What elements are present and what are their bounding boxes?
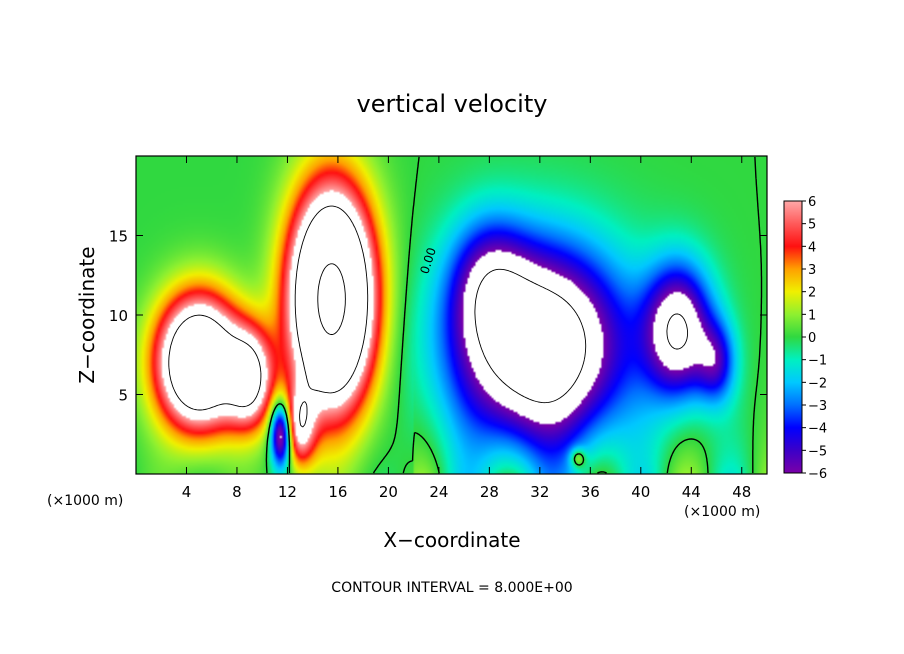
colorbar-ticks: 6 5 4 3 2 1 0 −1 −2 −3 −4 −5 −6 bbox=[802, 195, 827, 482]
contour-lines bbox=[168, 156, 763, 474]
colorbar-strip bbox=[783, 200, 803, 474]
colorbar-tick-label: 6 bbox=[808, 195, 816, 210]
x-tick-label: 36 bbox=[581, 483, 600, 501]
colorbar-tick-label: −4 bbox=[808, 422, 827, 437]
x-unit-label-left: (×1000 m) bbox=[47, 493, 123, 509]
y-tick-label: 15 bbox=[109, 228, 128, 246]
contour-level-16 bbox=[317, 263, 346, 335]
colorbar-tick-label: −1 bbox=[808, 354, 827, 369]
colorbar-tick-label: 5 bbox=[808, 218, 816, 233]
x-tick-label: 16 bbox=[328, 483, 347, 501]
x-tick-label: 44 bbox=[682, 483, 701, 501]
x-tick-label: 28 bbox=[480, 483, 499, 501]
heatmap-field bbox=[136, 156, 767, 474]
x-tick-label: 32 bbox=[530, 483, 549, 501]
contour-level-neg8 bbox=[474, 268, 689, 404]
y-axis-label: Z−coordinate bbox=[75, 246, 99, 383]
x-tick-label: 20 bbox=[379, 483, 398, 501]
y-tick-label: 10 bbox=[109, 307, 128, 325]
contour-interval-note: CONTOUR INTERVAL = 8.000E+00 bbox=[331, 580, 572, 596]
colorbar-tick-label: 3 bbox=[808, 263, 816, 278]
colorbar-tick-label: 1 bbox=[808, 308, 816, 323]
x-tick-label: 40 bbox=[631, 483, 650, 501]
x-tick-label: 48 bbox=[732, 483, 751, 501]
chart-title: vertical velocity bbox=[357, 90, 548, 118]
x-axis-ticks: 4 8 12 16 20 24 28 32 36 40 44 48 bbox=[182, 156, 751, 501]
x-tick-label: 12 bbox=[278, 483, 297, 501]
colorbar-tick-label: −2 bbox=[808, 376, 827, 391]
y-axis-ticks: 5 10 15 bbox=[109, 228, 767, 405]
x-axis-label: X−coordinate bbox=[383, 528, 520, 552]
colorbar: 6 5 4 3 2 1 0 −1 −2 −3 −4 −5 −6 bbox=[783, 195, 827, 482]
contour-level-8 bbox=[168, 205, 369, 428]
colorbar-tick-label: −5 bbox=[808, 444, 827, 459]
colorbar-tick-label: −3 bbox=[808, 399, 827, 414]
x-tick-label: 24 bbox=[429, 483, 448, 501]
colorbar-tick-label: 4 bbox=[808, 240, 816, 255]
colorbar-tick-label: −6 bbox=[808, 467, 827, 482]
x-tick-label: 8 bbox=[232, 483, 242, 501]
y-tick-label: 5 bbox=[118, 387, 128, 405]
x-tick-label: 4 bbox=[182, 483, 192, 501]
x-unit-label-right: (×1000 m) bbox=[684, 504, 760, 520]
colorbar-tick-label: 2 bbox=[808, 286, 816, 301]
contour-level-0 bbox=[265, 156, 763, 474]
colorbar-tick-label: 0 bbox=[808, 331, 816, 346]
